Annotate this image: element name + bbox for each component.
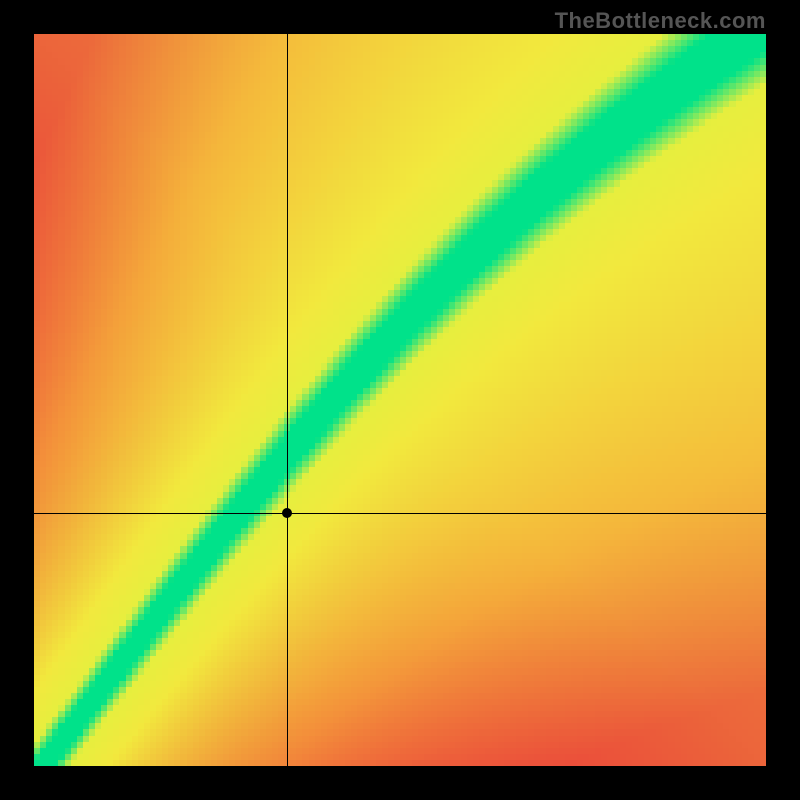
crosshair-marker (282, 508, 292, 518)
crosshair-vertical (287, 34, 288, 766)
watermark-text: TheBottleneck.com (555, 8, 766, 34)
bottleneck-heatmap (34, 34, 766, 766)
heatmap-canvas (34, 34, 766, 766)
crosshair-horizontal (34, 513, 766, 514)
